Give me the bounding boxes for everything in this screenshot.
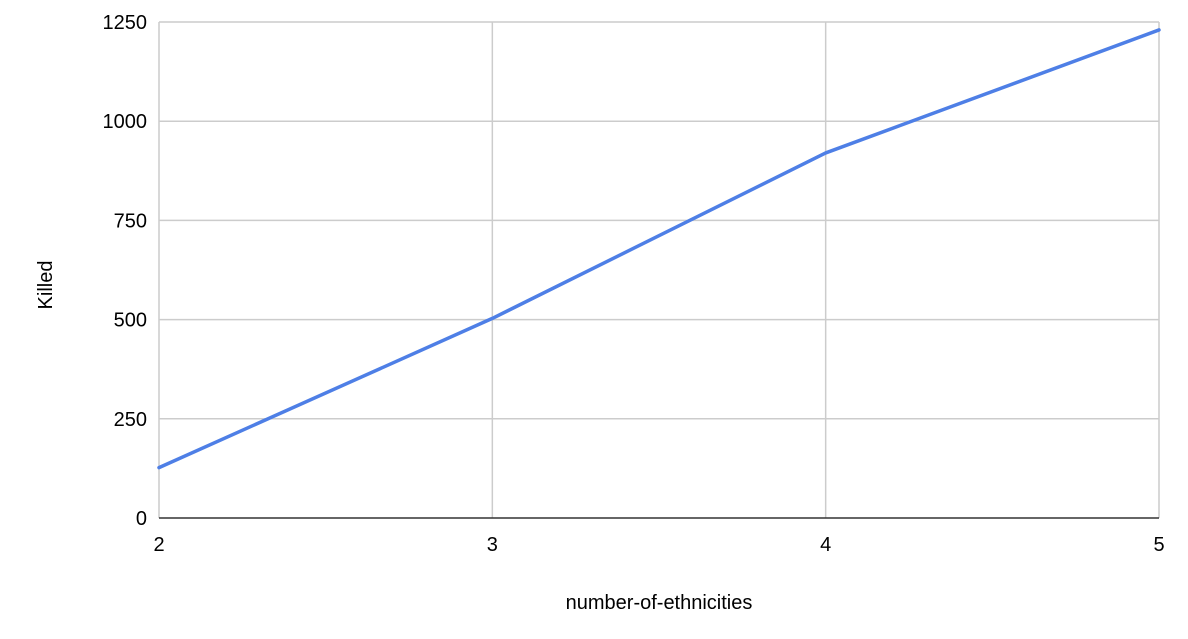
x-tick-label: 4 bbox=[820, 534, 831, 556]
gridlines bbox=[158, 21, 1160, 519]
series-lines bbox=[157, 28, 1161, 470]
y-axis-title: Killed bbox=[35, 261, 57, 310]
y-tick-label: 0 bbox=[136, 508, 147, 530]
x-tick-label: 5 bbox=[1153, 534, 1164, 556]
tick-labels: 0 250 500 750 1000 1250 2 3 4 5 bbox=[103, 12, 1165, 556]
y-tick-label: 750 bbox=[114, 210, 147, 232]
y-tick-label: 250 bbox=[114, 409, 147, 431]
x-tick-label: 3 bbox=[487, 534, 498, 556]
y-tick-label: 1000 bbox=[103, 111, 148, 133]
y-tick-label: 1250 bbox=[103, 12, 148, 34]
series-line bbox=[157, 28, 1161, 470]
x-axis-title: number-of-ethnicities bbox=[566, 592, 753, 614]
x-tick-label: 2 bbox=[153, 534, 164, 556]
y-tick-label: 500 bbox=[114, 310, 147, 332]
